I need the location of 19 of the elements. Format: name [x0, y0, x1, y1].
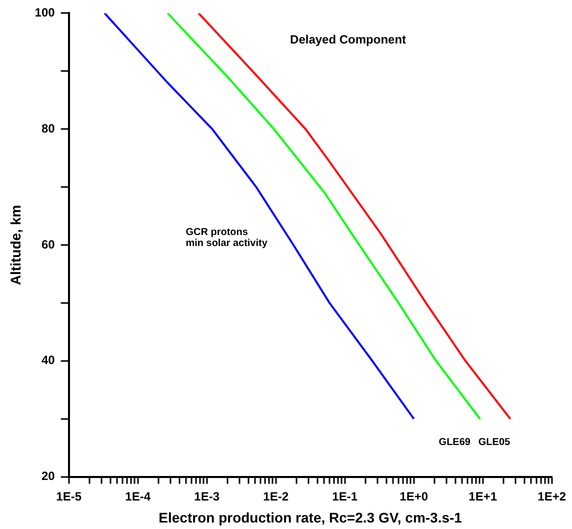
x-tick-label: 1E-5: [56, 489, 82, 504]
x-tick-label: 1E+0: [400, 489, 428, 504]
x-tick-label: 1E-3: [194, 489, 220, 504]
annotation: GCR protons min solar activity: [186, 227, 268, 250]
y-tick-label: 100: [34, 6, 56, 20]
y-tick-label: 40: [41, 353, 56, 368]
annotation: GLE69: [438, 437, 471, 448]
y-tick-label: 80: [41, 121, 56, 136]
x-tick-label: 1E+1: [468, 489, 498, 504]
y-tick-label: 20: [41, 469, 56, 484]
y-tick-label: 60: [41, 237, 56, 252]
y-axis-title: Altitude, km: [7, 204, 24, 286]
x-tick-label: 1E-1: [332, 489, 358, 504]
x-tick-label: 1E+2: [538, 489, 566, 504]
annotation: Delayed Component: [290, 32, 406, 46]
x-tick-label: 1E-4: [125, 489, 151, 504]
annotation: GLE05: [478, 437, 511, 448]
x-axis-title: Electron production rate, Rc=2.3 GV, cm-3.s-1: [158, 509, 462, 526]
x-tick-label: 1E-2: [263, 489, 289, 504]
